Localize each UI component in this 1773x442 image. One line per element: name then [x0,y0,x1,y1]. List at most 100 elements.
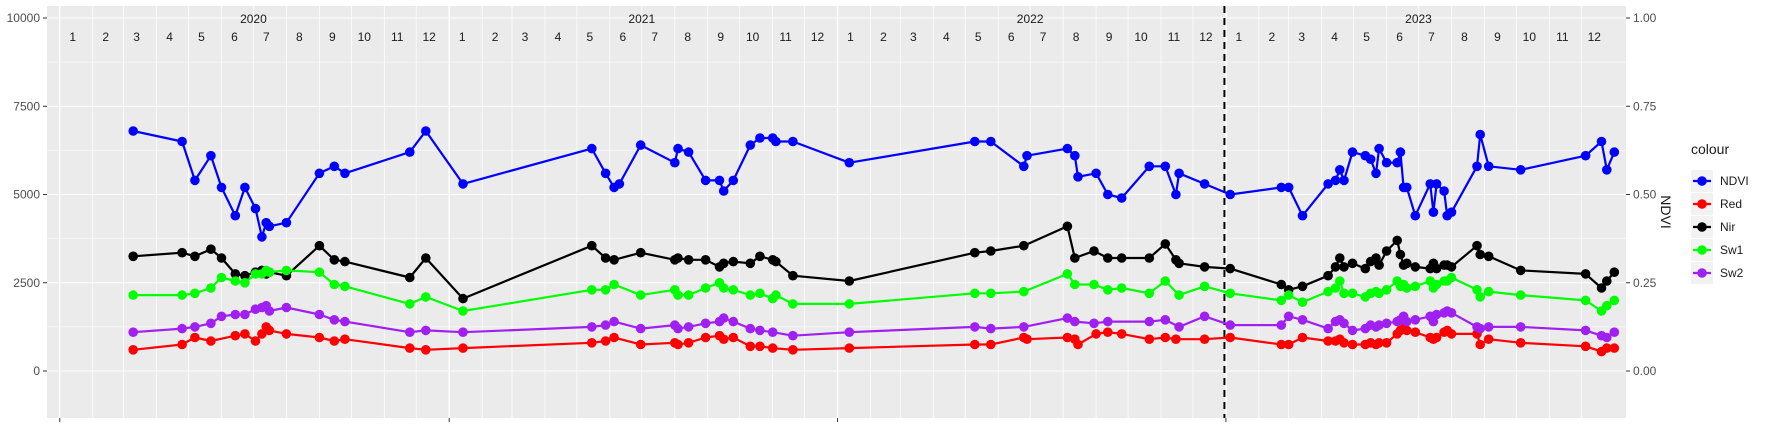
legend-key-point [1697,176,1707,186]
nir-point [1381,246,1392,256]
ndvi-point [683,147,694,157]
nir-point [1392,235,1402,246]
left-y-tick-label: 0 [33,364,40,378]
legend-label-ndvi: NDVI [1720,174,1749,188]
sw1-point [329,279,340,290]
sw2-point [609,316,619,327]
ndvi-point [458,179,468,189]
sw1-point [1602,300,1612,311]
red-point [405,343,415,353]
red-point [128,345,138,355]
ndvi-point [1019,161,1029,172]
ndvi-point [1347,147,1358,157]
nir-point [728,256,739,267]
ndvi-point [177,136,187,147]
plot-panel-background [47,6,1626,418]
sw1-point [1144,288,1155,299]
red-point [1602,343,1612,353]
nir-point [340,256,350,267]
ndvi-point [587,143,597,154]
left-y-tick-label: 2500 [13,276,40,290]
month-label: 8 [684,30,691,44]
sw1-point [240,278,250,288]
red-point [1116,329,1127,339]
nir-point [421,253,431,263]
nir-point [635,247,646,258]
nir-point [1116,253,1127,263]
ndvi-point [281,217,292,228]
ndvi-point [128,126,138,136]
month-label: 11 [1168,30,1181,44]
red-point [587,338,597,348]
ndvi-point [614,179,625,189]
nir-point [1431,263,1442,274]
sw2-point [421,325,431,336]
red-point [421,345,431,355]
sw2-point [458,327,468,338]
ndvi-point [788,136,798,147]
right-axis-title: NDVI [1658,195,1674,228]
ndvi-point [635,140,646,150]
ndvi-point [1062,143,1073,154]
sw2-point [216,311,227,322]
ndvi-point [1091,168,1101,179]
ndvi-point [250,203,261,214]
ndvi-point [1483,161,1494,172]
sw2-point [1160,315,1171,325]
sw2-point [340,316,350,327]
red-point [329,336,340,346]
ndvi-point [755,133,765,143]
nir-point [755,251,765,262]
month-label: 2 [880,30,887,44]
sw2-point [1323,323,1333,334]
left-y-tick-label: 10000 [7,11,41,25]
legend-title: colour [1691,141,1729,157]
ndvi-point [340,168,350,179]
red-point [1483,334,1494,345]
ndvi-point [1070,150,1080,161]
red-point [1225,332,1235,343]
month-label: 6 [231,30,238,44]
sw2-point [700,318,711,329]
nir-point [718,258,729,269]
ndvi-point [264,221,275,232]
nir-point [190,251,200,262]
sw1-point [1339,288,1349,299]
month-label: 5 [198,30,205,44]
ndvi-point [700,175,711,186]
ndvi-point [1515,165,1526,175]
ndvi-point [1472,161,1482,172]
red-point [1339,338,1349,348]
right-y-tick-label: 0.25 [1633,276,1657,290]
red-point [745,341,756,352]
nir-point [683,254,694,265]
sw1-point [340,281,350,292]
nir-point [1410,262,1421,272]
month-label: 9 [1106,30,1113,44]
sw1-point [587,285,597,295]
red-point [1410,327,1421,338]
sw2-point [986,323,996,334]
nir-point [314,240,325,251]
month-label: 12 [422,30,436,44]
nir-point [1483,251,1494,262]
legend-label-sw2: Sw2 [1720,266,1744,280]
legend-items: NDVI Red Nir Sw1 Sw2 [1691,170,1749,284]
red-point [1580,341,1591,352]
red-point [1022,334,1032,345]
sw2-point [755,325,765,336]
red-point [767,343,778,353]
month-label: 8 [1073,30,1080,44]
month-label: 12 [811,30,825,44]
sw1-point [745,290,756,300]
sw2-point [281,302,292,313]
sw2-point [1225,320,1235,330]
sw2-point [718,313,729,323]
sw1-point [421,292,431,302]
sw2-point [1199,311,1210,322]
nir-point [1225,263,1235,274]
red-point [1160,332,1171,343]
month-label: 1 [847,30,854,44]
ndvi-point [1602,165,1612,175]
sw1-point [673,290,683,300]
